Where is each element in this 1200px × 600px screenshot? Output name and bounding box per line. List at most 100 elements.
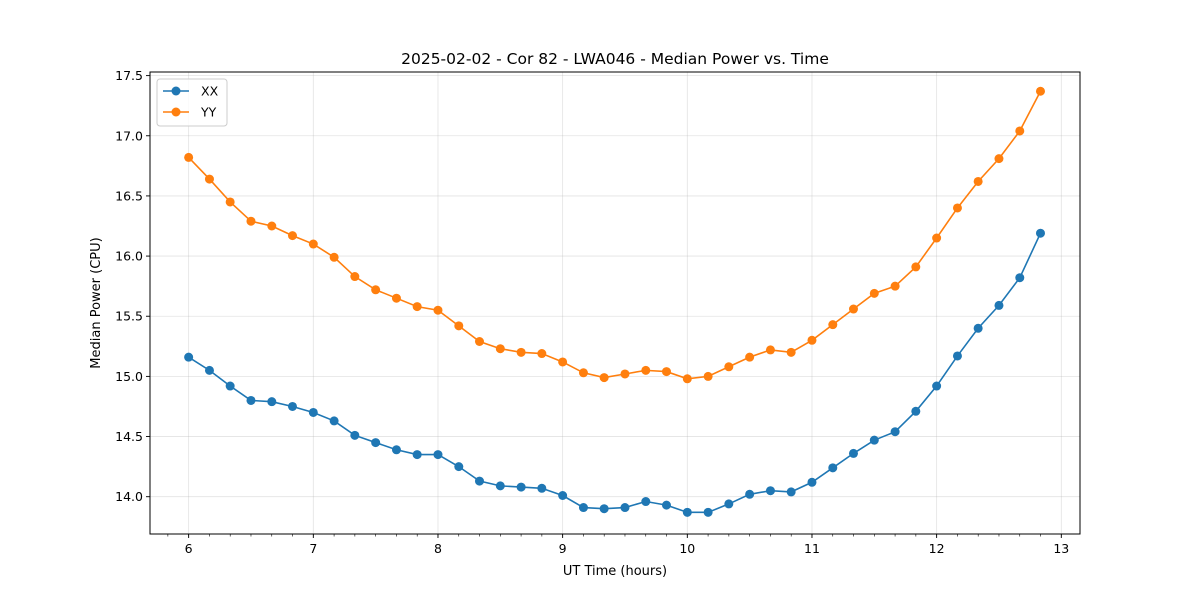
data-point-xx [454,462,464,472]
y-tick-label: 15.0 [115,369,143,384]
x-tick-label: 10 [679,541,695,556]
data-point-yy [641,365,651,375]
data-point-xx [350,430,360,440]
data-point-yy [454,321,464,331]
data-point-xx [786,487,796,497]
data-point-yy [911,262,921,272]
data-point-yy [661,367,671,377]
data-point-yy [225,197,235,207]
data-point-yy [952,203,962,213]
data-point-yy [848,304,858,314]
data-point-yy [267,221,277,231]
x-tick-label: 6 [185,541,193,556]
x-tick-label: 8 [434,541,442,556]
data-point-yy [745,352,755,362]
legend-label-xx: XX [201,84,219,99]
data-point-xx [765,486,775,496]
y-tick-label: 14.5 [115,429,143,444]
data-point-xx [246,395,256,405]
data-point-xx [745,489,755,499]
legend: XX YY [156,78,228,127]
series-line-yy [188,90,1042,380]
data-point-yy [703,371,713,381]
data-point-xx [724,499,734,509]
data-point-yy [807,335,817,345]
y-axis-label: Median Power (CPU) [89,237,104,368]
chart-title: 2025-02-02 - Cor 82 - LWA046 - Median Po… [401,50,829,68]
data-point-yy [329,252,339,262]
legend-label-yy: YY [200,105,217,120]
legend-marker-yy [171,107,181,117]
data-point-yy [724,362,734,372]
data-point-xx [433,450,443,460]
y-tick-label: 17.0 [115,128,143,143]
data-point-yy [786,347,796,357]
data-point-yy [1035,86,1045,96]
data-point-yy [287,231,297,241]
data-point-xx [932,381,942,391]
data-point-xx [973,323,983,333]
data-point-xx [537,483,547,493]
data-point-yy [932,233,942,243]
grid-lines [150,72,1080,534]
data-point-yy [973,176,983,186]
data-point-xx [495,481,505,491]
data-point-xx [329,416,339,426]
data-point-xx [516,482,526,492]
x-tick-label: 12 [929,541,945,556]
data-point-yy [890,281,900,291]
data-point-xx [890,427,900,437]
data-point-xx [204,365,214,375]
data-point-yy [765,345,775,355]
y-tick-label: 15.5 [115,309,143,324]
data-point-xx [869,435,879,445]
data-point-yy [391,293,401,303]
data-point-xx [682,507,692,517]
data-point-yy [558,357,568,367]
data-point-yy [371,285,381,295]
data-point-xx [828,463,838,473]
data-point-yy [246,216,256,226]
data-point-xx [412,450,422,460]
data-point-yy [828,320,838,330]
data-point-xx [1015,273,1025,283]
axes-frame [149,71,1081,535]
data-point-xx [308,407,318,417]
data-point-yy [599,373,609,383]
series-layer [184,86,1045,517]
x-tick-label: 7 [309,541,317,556]
data-point-xx [661,500,671,510]
data-point-yy [495,344,505,354]
data-point-xx [641,497,651,507]
data-point-yy [620,369,630,379]
data-point-xx [558,491,568,500]
data-point-xx [578,503,588,513]
data-point-xx [848,448,858,458]
data-point-yy [350,272,360,282]
data-point-yy [204,174,214,184]
data-point-yy [994,154,1004,164]
y-tick-label: 16.0 [115,249,143,264]
series-line-xx [188,232,1042,514]
legend-marker-xx [171,86,181,96]
data-point-xx [703,507,713,517]
x-axis-ticks: 6 7 8 9 10 11 12 13 [167,534,1069,556]
data-point-xx [225,381,235,391]
y-tick-label: 17.5 [115,68,143,83]
data-point-yy [869,288,879,298]
data-point-xx [599,504,609,514]
data-point-xx [371,438,381,448]
data-point-yy [433,305,443,315]
y-tick-label: 14.0 [115,489,143,504]
data-point-xx [287,401,297,411]
data-point-yy [1015,126,1025,136]
data-point-xx [474,476,484,486]
data-point-xx [184,352,194,362]
data-point-yy [682,374,692,384]
data-point-yy [516,347,526,357]
x-tick-label: 9 [559,541,567,556]
data-point-xx [620,503,630,513]
data-point-yy [184,152,194,162]
series-xx [184,228,1045,517]
data-point-yy [578,368,588,378]
